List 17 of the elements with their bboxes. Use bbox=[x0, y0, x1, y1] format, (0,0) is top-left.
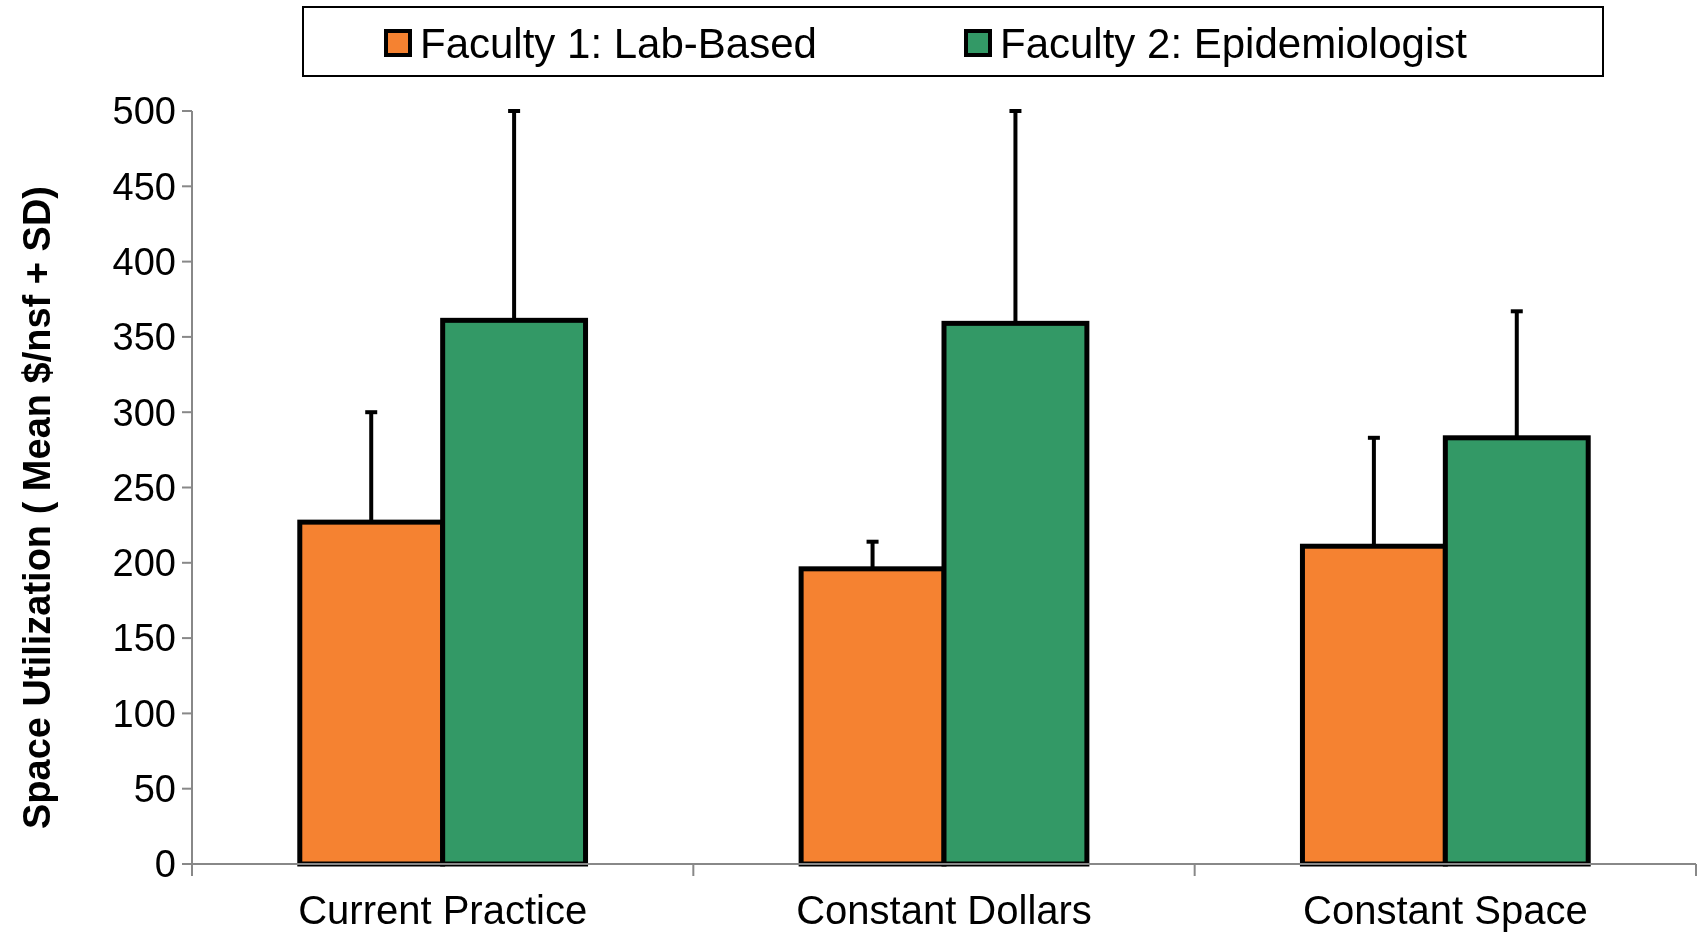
y-tick-label: 500 bbox=[112, 90, 176, 133]
y-tick-label: 200 bbox=[112, 542, 176, 585]
y-tick-label: 250 bbox=[112, 466, 176, 509]
legend-label: Faculty 1: Lab-Based bbox=[420, 19, 817, 67]
y-tick-label: 150 bbox=[112, 617, 176, 660]
legend-label: Faculty 2: Epidemiologist bbox=[1000, 19, 1468, 67]
y-tick-label: 350 bbox=[112, 316, 176, 359]
x-tick-label: Current Practice bbox=[298, 888, 588, 932]
y-tick-label: 400 bbox=[112, 240, 176, 283]
y-tick-label: 300 bbox=[112, 391, 176, 434]
y-axis-title: Space Utilization ( Mean $/nsf + SD) bbox=[16, 186, 58, 829]
y-tick-label: 0 bbox=[154, 843, 176, 886]
y-tick-label: 100 bbox=[112, 692, 176, 735]
x-tick-label: Constant Dollars bbox=[796, 888, 1092, 932]
x-tick-label: Constant Space bbox=[1303, 888, 1588, 932]
y-tick-label: 450 bbox=[112, 165, 176, 208]
y-tick-label: 50 bbox=[133, 768, 176, 810]
